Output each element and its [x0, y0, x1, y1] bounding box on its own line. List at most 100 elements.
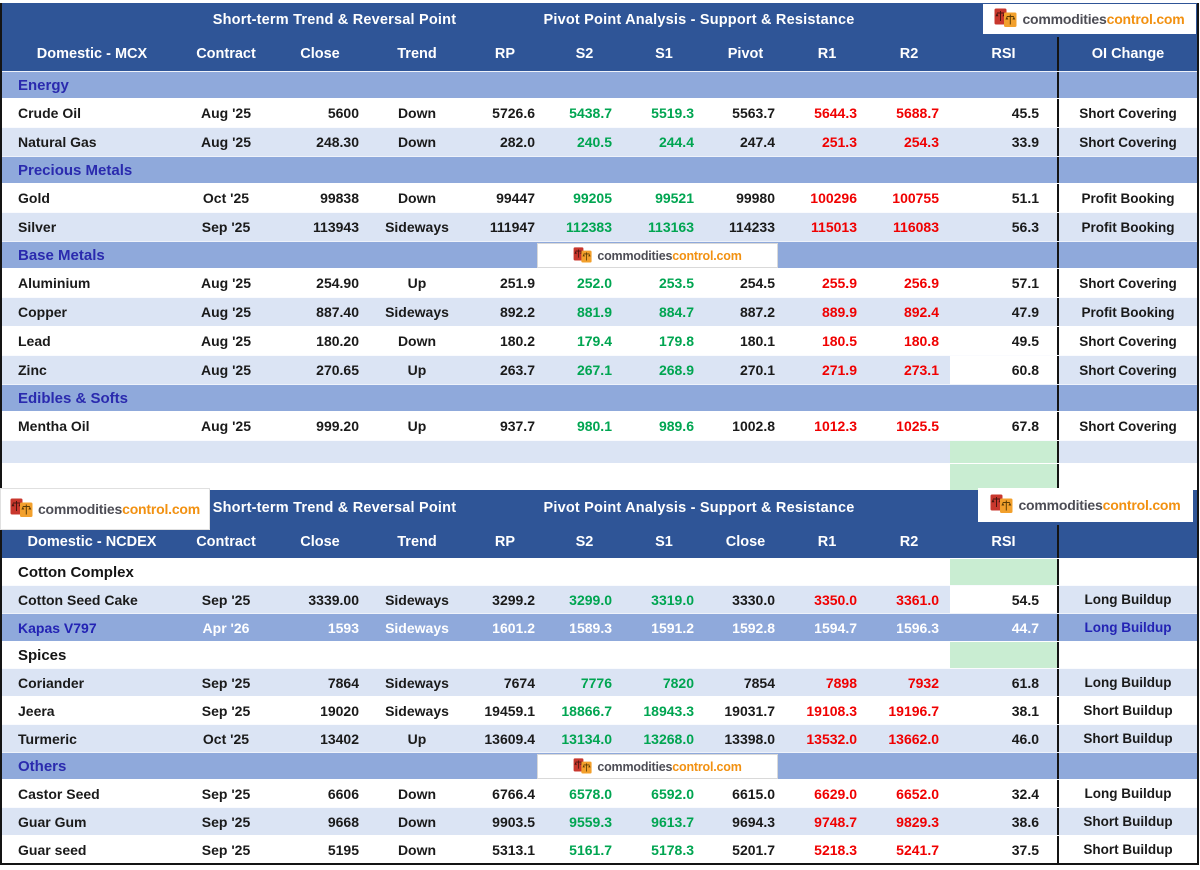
- cell-close: 1593: [327, 619, 359, 636]
- cell-r2: 100755: [892, 190, 939, 206]
- cell-trend: Down: [397, 813, 437, 830]
- cell-pivot: 180.1: [739, 333, 775, 349]
- cell-contract: Sep '25: [201, 813, 251, 830]
- cell-pivot: 19031.7: [724, 702, 775, 719]
- cell-name: Lead: [18, 333, 51, 349]
- cell-s1: 884.7: [658, 304, 694, 320]
- cell-s1: 244.4: [658, 134, 694, 150]
- cell-r2: 892.4: [903, 304, 939, 320]
- cell-trend: Down: [397, 333, 437, 349]
- cell-s1: 6592.0: [651, 785, 694, 802]
- cell-oi: Long Buildup: [1057, 586, 1197, 613]
- col-header-rsi: RSI: [991, 46, 1016, 62]
- section-label: [2, 441, 950, 463]
- cell-rp: 937.7: [499, 418, 535, 434]
- cell-close: 6606: [327, 785, 359, 802]
- col-header-pivot: Close: [725, 533, 766, 550]
- cell-r2: 254.3: [903, 134, 939, 150]
- cell-s1: 18943.3: [643, 702, 694, 719]
- cell-rsi: [950, 242, 1057, 268]
- cell-s2: 3299.0: [569, 591, 612, 608]
- cell-rp: 282.0: [499, 134, 535, 150]
- cell-oi: [1057, 464, 1197, 490]
- cell-r2: 116083: [893, 219, 939, 235]
- cell-s1: 13268.0: [643, 730, 694, 747]
- cell-s1: 5519.3: [651, 105, 694, 121]
- cell-oi: Profit Booking: [1057, 213, 1197, 241]
- cell-s2: 18866.7: [561, 702, 612, 719]
- commoditiescontrol-logo: commoditiescontrol.com: [537, 754, 778, 779]
- col-header-trend: Trend: [397, 46, 437, 62]
- cell-rsi: 56.3: [1011, 219, 1039, 235]
- cell-r2: 6652.0: [896, 785, 939, 802]
- cell-s2: 881.9: [576, 304, 612, 320]
- col-header-s1: S1: [655, 533, 673, 550]
- cell-contract: Sep '25: [201, 674, 251, 691]
- cell-trend: Down: [397, 785, 437, 802]
- section-label: Others: [18, 757, 67, 775]
- table-row-aluminium: Aluminium Aug '25 254.90 Up 251.9 252.0 253.5 2…: [2, 268, 1197, 297]
- table-row-coriander: Coriander Sep '25 7864 Sideways 7674 7776 7820…: [2, 668, 1197, 696]
- commoditiescontrol-logo: commoditiescontrol.com: [0, 488, 210, 530]
- col-header-close: Close: [300, 46, 340, 62]
- col-header-name: Domestic - MCX: [36, 46, 148, 62]
- section-row-energy: Energy: [2, 71, 1197, 98]
- cell-s2: 112383: [566, 219, 612, 235]
- cell-r1: 100296: [810, 190, 857, 206]
- col-header-contract: Contract: [196, 533, 256, 550]
- cell-close: 99838: [320, 190, 359, 206]
- cell-s2: 252.0: [576, 275, 612, 291]
- cell-s2: 1589.3: [569, 619, 612, 636]
- cell-r1: 255.9: [821, 275, 857, 291]
- col-header-rsi: RSI: [991, 533, 1016, 550]
- banner-left-title: Short-term Trend & Reversal Point: [212, 499, 457, 516]
- table-row-castor-seed: Castor Seed Sep '25 6606 Down 6766.4 6578.0 65…: [2, 779, 1197, 807]
- cell-rsi: 32.4: [1011, 785, 1039, 802]
- cell-rp: 13609.4: [484, 730, 535, 747]
- logo-text: commoditiescontrol.com: [597, 248, 742, 263]
- section-label: Cotton Complex: [18, 563, 134, 581]
- cell-s2: 5438.7: [569, 105, 612, 121]
- cell-r2: 256.9: [903, 275, 939, 291]
- cell-close: 5195: [327, 841, 359, 858]
- cell-close: 5600: [327, 105, 359, 121]
- cell-oi: [1057, 441, 1197, 463]
- cell-name: Zinc: [18, 362, 47, 378]
- cell-pivot: 6615.0: [732, 785, 775, 802]
- cell-rsi: 45.5: [1011, 105, 1039, 121]
- cell-name: Jeera: [18, 702, 55, 719]
- cell-pivot: 99980: [736, 190, 775, 206]
- cell-contract: Aug '25: [200, 304, 251, 320]
- section-label: Edibles & Softs: [18, 389, 129, 407]
- cell-rsi: [950, 642, 1057, 668]
- cell-oi: Profit Booking: [1057, 184, 1197, 212]
- logo-text: commoditiescontrol.com: [37, 501, 201, 517]
- cell-name: Guar seed: [18, 841, 87, 858]
- cell-rsi: [950, 72, 1057, 98]
- cell-contract: Aug '25: [200, 418, 251, 434]
- banner-right-title: Pivot Point Analysis - Support & Resista…: [543, 12, 855, 28]
- cell-r1: 1594.7: [814, 619, 857, 636]
- spacer-row-blank: [2, 440, 1197, 463]
- cell-contract: Oct '25: [202, 730, 250, 747]
- cell-oi: Short Buildup: [1057, 697, 1197, 724]
- cell-trend: Sideways: [385, 674, 449, 691]
- table-row-crude-oil: Crude Oil Aug '25 5600 Down 5726.6 5438.7 5519…: [2, 98, 1197, 127]
- cell-trend: Up: [407, 362, 427, 378]
- table-row-silver: Silver Sep '25 113943 Sideways 111947 112383 1…: [2, 212, 1197, 241]
- cell-s2: 179.4: [576, 333, 612, 349]
- cell-rsi: 51.1: [1011, 190, 1039, 206]
- cell-oi: Short Covering: [1057, 269, 1197, 297]
- section-row-edibles-softs: Edibles & Softs: [2, 384, 1197, 411]
- cell-trend: Sideways: [385, 702, 449, 719]
- cell-oi: [1057, 242, 1197, 268]
- col-header-pivot: Pivot: [727, 46, 764, 62]
- cell-close: 9668: [327, 813, 359, 830]
- cell-rsi: 47.9: [1011, 304, 1039, 320]
- cell-name: Copper: [18, 304, 67, 320]
- cell-close: 19020: [320, 702, 359, 719]
- cell-contract: Oct '25: [202, 190, 250, 206]
- cell-name: Silver: [18, 219, 57, 235]
- table-row-zinc: Zinc Aug '25 270.65 Up 263.7 267.1 268.9 270.1 2…: [2, 355, 1197, 384]
- cell-rp: 263.7: [499, 362, 535, 378]
